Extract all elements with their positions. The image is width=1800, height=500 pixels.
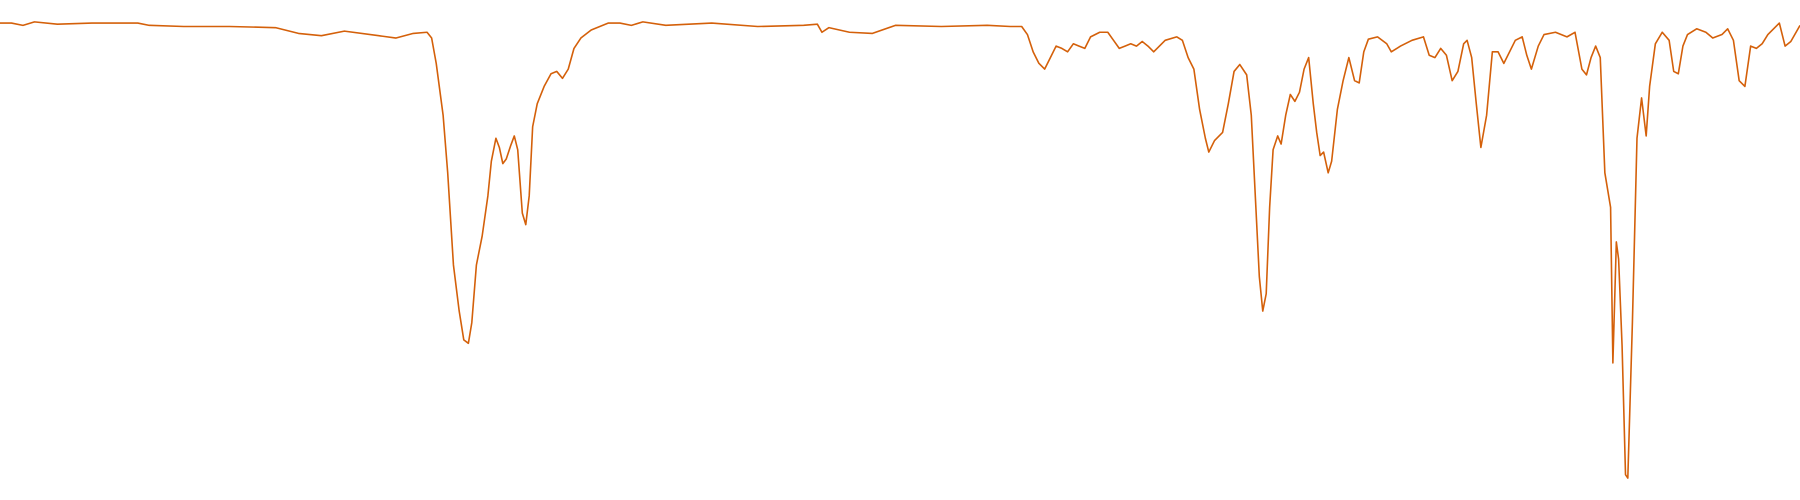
spectrum-line: [0, 21, 1800, 479]
